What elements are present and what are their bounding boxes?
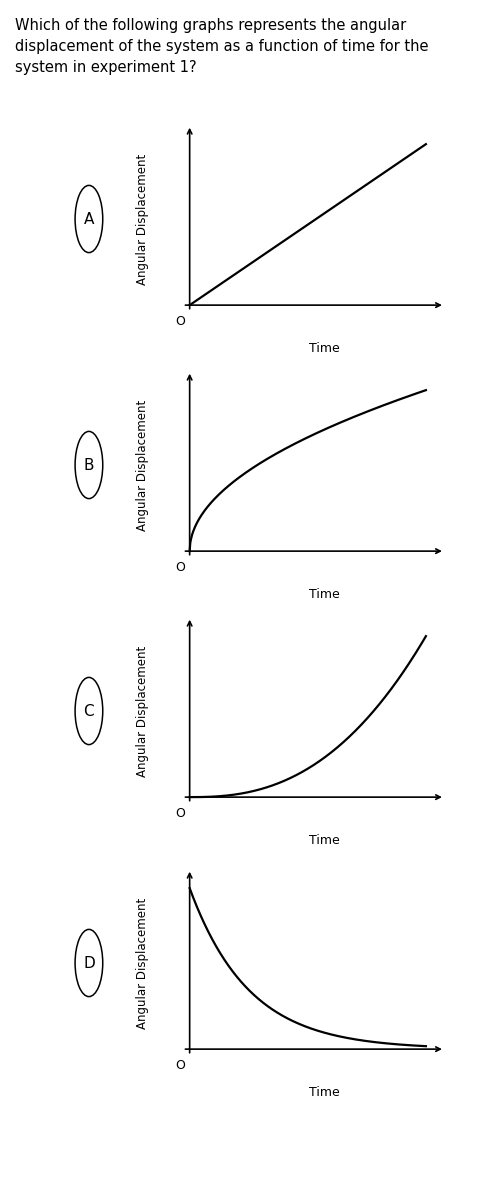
- Text: O: O: [175, 314, 185, 328]
- Text: Time: Time: [309, 834, 340, 847]
- Text: Angular Displacement: Angular Displacement: [136, 646, 149, 776]
- Text: Angular Displacement: Angular Displacement: [136, 898, 149, 1028]
- Text: O: O: [175, 806, 185, 820]
- Text: O: O: [175, 1058, 185, 1072]
- Text: D: D: [83, 955, 95, 971]
- Text: Time: Time: [309, 1086, 340, 1099]
- Text: B: B: [83, 457, 94, 473]
- Text: Time: Time: [309, 342, 340, 355]
- Text: Angular Displacement: Angular Displacement: [136, 154, 149, 284]
- Text: A: A: [83, 211, 94, 227]
- Text: Angular Displacement: Angular Displacement: [136, 400, 149, 530]
- Text: Which of the following graphs represents the angular
displacement of the system : Which of the following graphs represents…: [15, 18, 428, 74]
- Text: O: O: [175, 560, 185, 574]
- Text: C: C: [83, 703, 94, 719]
- Text: Time: Time: [309, 588, 340, 601]
